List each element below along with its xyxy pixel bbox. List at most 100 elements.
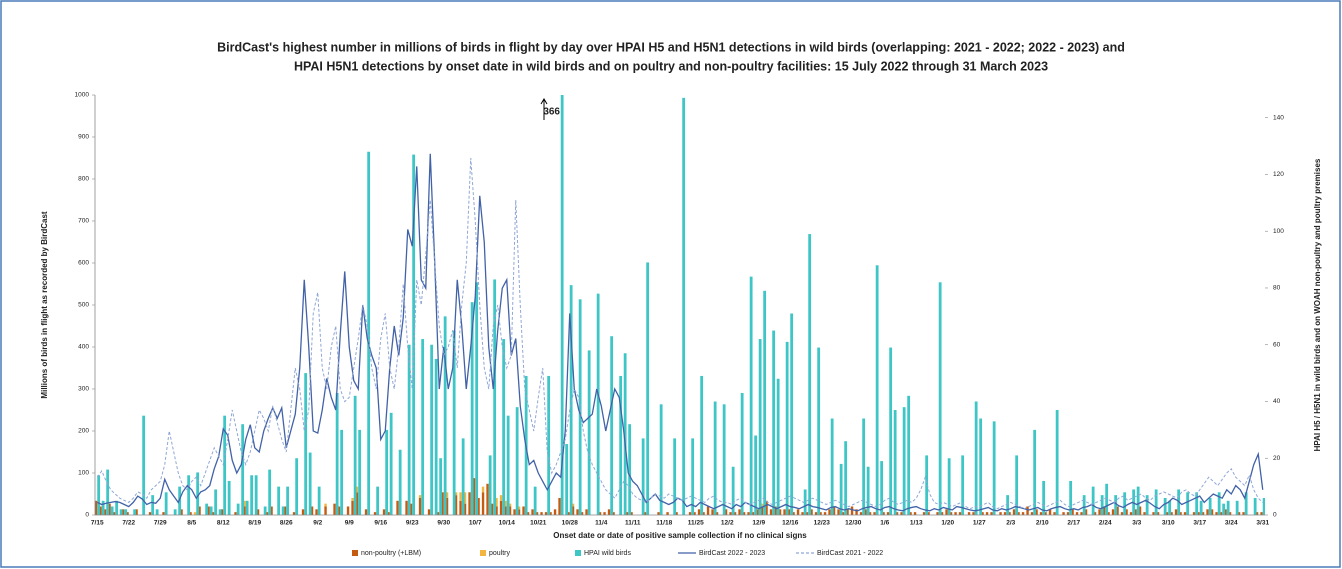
bar xyxy=(1192,512,1196,515)
x-tick-label: 12/30 xyxy=(845,520,862,527)
x-axis-label: Onset date or date of positive sample co… xyxy=(553,531,807,540)
x-tick-label: 12/23 xyxy=(814,520,831,527)
bar xyxy=(659,404,663,515)
bar xyxy=(1228,512,1232,515)
bar xyxy=(1154,489,1158,515)
bar xyxy=(324,503,327,507)
x-tick-label: 8/26 xyxy=(280,520,293,527)
bar xyxy=(207,506,210,515)
bar xyxy=(1143,512,1146,515)
bar xyxy=(1260,512,1263,515)
bar xyxy=(223,415,227,515)
bar xyxy=(162,512,165,515)
bar xyxy=(265,512,269,515)
bar xyxy=(463,503,467,515)
y-tick-label: 900 xyxy=(78,134,89,141)
bar xyxy=(173,509,177,515)
x-tick-label: 1/13 xyxy=(910,520,923,527)
bar xyxy=(495,506,498,515)
bar xyxy=(1008,512,1011,515)
legend-label: BirdCast 2021 - 2022 xyxy=(817,550,883,557)
bar xyxy=(1219,512,1223,515)
bar xyxy=(508,506,512,515)
bar xyxy=(875,265,879,515)
bar xyxy=(792,512,795,515)
bar xyxy=(1053,512,1056,515)
bar xyxy=(1021,512,1025,515)
bar xyxy=(641,438,645,515)
bar xyxy=(711,509,714,515)
bar xyxy=(481,486,485,493)
bar xyxy=(949,512,953,515)
x-tick-label: 10/28 xyxy=(562,520,579,527)
bar xyxy=(513,509,516,515)
bar xyxy=(628,424,632,515)
y2-tick-label: 80 xyxy=(1273,285,1281,292)
bar xyxy=(133,509,137,515)
bar xyxy=(790,313,794,515)
bar xyxy=(405,500,408,515)
bar xyxy=(441,492,444,515)
x-tick-label: 8/19 xyxy=(248,520,261,527)
annotation: 366 xyxy=(543,107,560,118)
x-tick-label: 8/5 xyxy=(187,520,196,527)
bar xyxy=(740,392,744,515)
x-tick-label: 3/3 xyxy=(1132,520,1141,527)
bar xyxy=(389,412,393,515)
bar xyxy=(355,486,359,493)
bar xyxy=(461,438,465,515)
bar xyxy=(470,302,474,515)
bar xyxy=(1208,497,1212,515)
bar xyxy=(499,500,503,515)
bar xyxy=(700,375,704,515)
bar xyxy=(810,509,813,515)
bar xyxy=(544,512,548,515)
bar xyxy=(765,500,768,515)
bar xyxy=(850,506,854,515)
bar xyxy=(1026,506,1029,515)
bar xyxy=(522,506,525,515)
bar xyxy=(873,512,876,515)
bar xyxy=(576,509,579,515)
bar xyxy=(1075,512,1079,515)
bar xyxy=(409,503,413,515)
bar xyxy=(445,492,449,498)
bar xyxy=(1015,455,1019,515)
bar xyxy=(1183,512,1187,515)
legend-swatch xyxy=(480,550,486,556)
bar xyxy=(1123,492,1127,515)
y-tick-label: 600 xyxy=(78,260,89,267)
bar xyxy=(612,512,615,515)
bar xyxy=(211,512,215,515)
x-tick-label: 11/25 xyxy=(688,520,704,527)
bar xyxy=(808,234,812,515)
bar xyxy=(515,407,519,515)
bar xyxy=(925,455,929,515)
bar xyxy=(324,506,327,515)
bar xyxy=(814,512,818,515)
bar xyxy=(151,495,155,515)
bar xyxy=(1145,495,1149,515)
lines xyxy=(96,153,1264,512)
bar xyxy=(549,512,552,515)
bar xyxy=(1039,512,1043,515)
bar xyxy=(927,512,930,515)
bar xyxy=(785,341,789,515)
y-tick-label: 700 xyxy=(78,218,89,225)
bar xyxy=(281,506,285,515)
bar xyxy=(900,512,903,515)
bar xyxy=(772,330,776,515)
bar xyxy=(693,512,696,515)
bar xyxy=(1253,497,1257,515)
x-tick-label: 9/2 xyxy=(313,520,322,527)
bar xyxy=(308,452,312,515)
bar xyxy=(1125,509,1128,515)
bar xyxy=(961,455,965,515)
y-tick-label: 200 xyxy=(78,428,89,435)
bar xyxy=(1080,512,1083,515)
bar xyxy=(155,509,159,515)
bar xyxy=(859,512,863,515)
legend-label: poultry xyxy=(489,550,511,557)
bar xyxy=(868,512,872,515)
bar xyxy=(778,509,782,515)
